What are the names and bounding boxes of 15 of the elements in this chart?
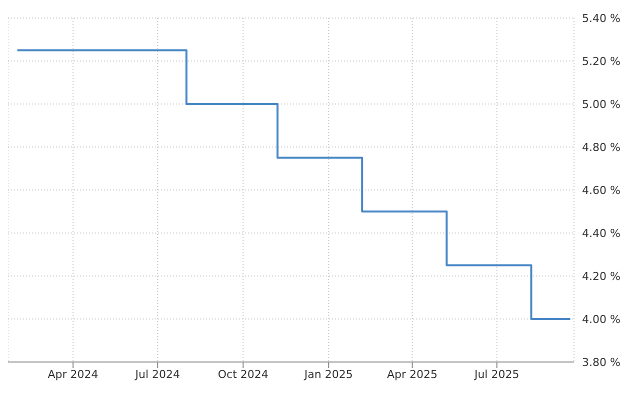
x-tick-label: Apr 2024	[48, 368, 98, 381]
x-tick-label: Apr 2025	[387, 368, 438, 381]
y-tick-label: 5.40 %	[582, 12, 620, 25]
x-tick-label: Jul 2025	[473, 368, 520, 381]
y-tick-label: 3.80 %	[582, 356, 620, 369]
y-tick-label: 4.00 %	[582, 312, 620, 326]
x-tick-label: Jul 2024	[134, 368, 180, 381]
y-tick-label: 4.40 %	[582, 226, 620, 240]
x-tick-label: Jan 2025	[303, 368, 353, 381]
y-tick-label: 5.20 %	[582, 54, 620, 68]
x-tick-label: Oct 2024	[218, 368, 268, 381]
y-tick-label: 4.20 %	[582, 270, 620, 283]
y-tick-label: 5.00 %	[582, 98, 620, 111]
y-tick-label: 4.60 %	[582, 184, 620, 197]
y-tick-label: 4.80 %	[582, 140, 620, 154]
